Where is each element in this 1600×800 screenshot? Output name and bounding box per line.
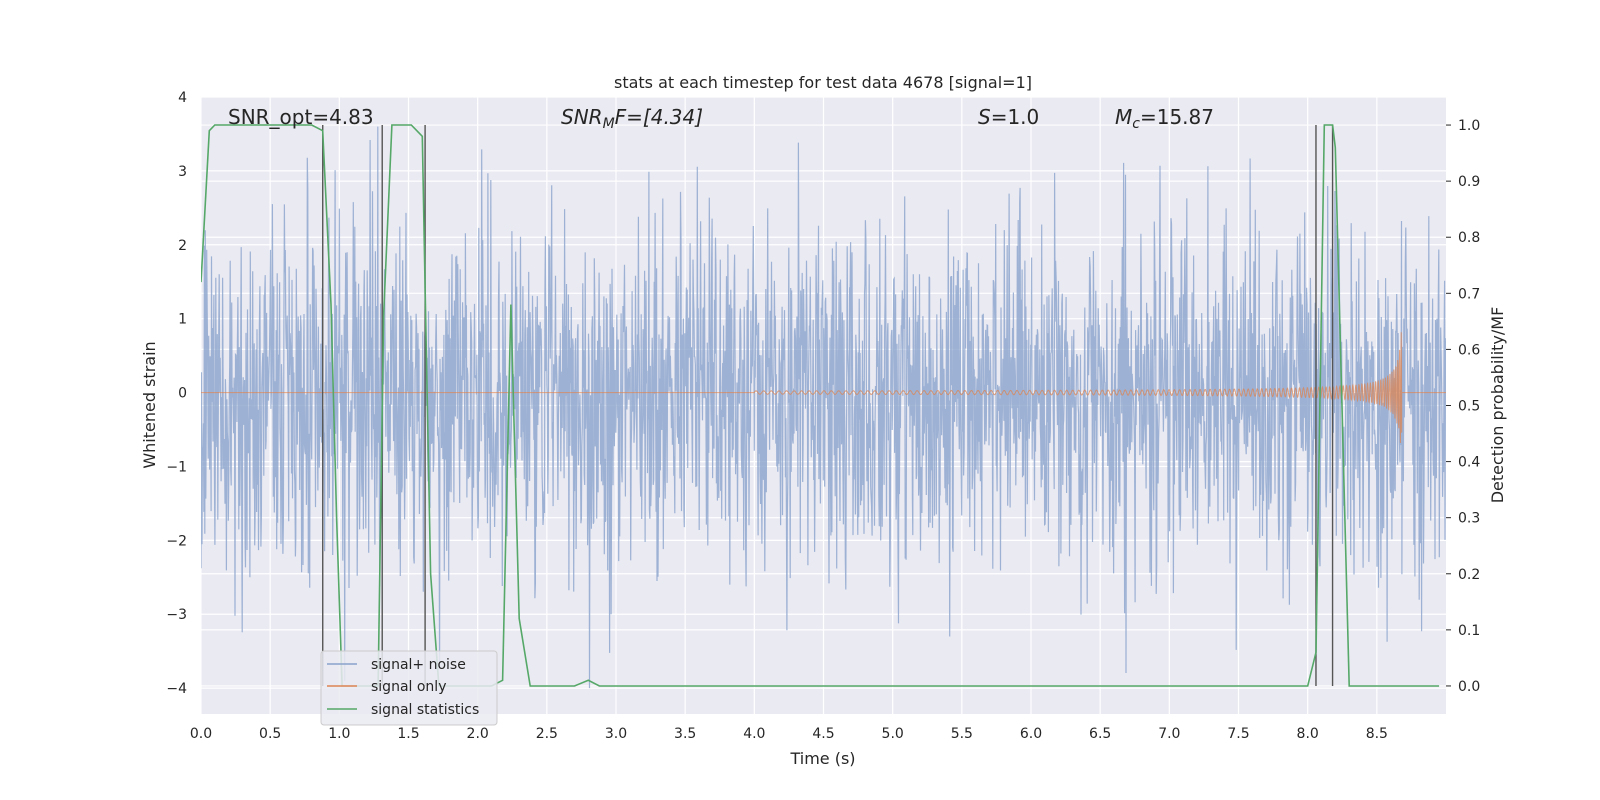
x-tick-label: 1.5 [397, 726, 419, 742]
legend: signal+ noise signal only signal statist… [320, 650, 498, 726]
y2-tick-label: 0.4 [1458, 455, 1480, 471]
x-tick-label: 7.5 [1227, 726, 1249, 742]
x-tick-label: 3.0 [605, 726, 627, 742]
x-tick-label: 5.5 [951, 726, 973, 742]
y-tick-label: 4 [178, 90, 187, 106]
x-tick-label: 4.0 [743, 726, 765, 742]
y-tick-label: −1 [166, 459, 187, 475]
x-tick-label: 1.0 [328, 726, 350, 742]
legend-label-signal-only: signal only [371, 679, 446, 695]
y-tick-label: 0 [178, 386, 187, 402]
y2-tick-label: 0.0 [1458, 679, 1480, 695]
y-axis-label: Whitened strain [140, 341, 159, 468]
x-tick-label: 8.5 [1366, 726, 1388, 742]
y2-axis-label: Detection probability/MF [1488, 307, 1507, 504]
annotation-s: S=1.0 [978, 105, 1039, 129]
x-tick-label: 2.0 [467, 726, 489, 742]
y2-tick-labels: 0.0 0.1 0.2 0.3 0.4 0.5 0.6 0.7 0.8 0.9 1.0 [1458, 118, 1480, 695]
x-axis-label: Time (s) [789, 749, 855, 768]
legend-label-signal-plus-noise: signal+ noise [371, 657, 466, 673]
annotation-snr-mf: SNRMF=[4.34] [561, 105, 703, 132]
y-tick-label: 2 [178, 238, 187, 254]
x-tick-label: 0.5 [259, 726, 281, 742]
x-tick-label: 6.5 [1089, 726, 1111, 742]
legend-label-signal-statistics: signal statistics [371, 702, 479, 718]
y2-tick-label: 0.7 [1458, 286, 1480, 302]
series-signal-plus-noise [201, 126, 1446, 689]
y2-tick-label: 0.8 [1458, 230, 1480, 246]
x-tick-label: 5.0 [882, 726, 904, 742]
legend-box [320, 650, 498, 726]
y2-tick-label: 0.1 [1458, 623, 1480, 639]
y-tick-label: −2 [166, 533, 187, 549]
y-tick-label: −4 [166, 681, 187, 697]
annotation-mc: Mc=15.87 [1115, 105, 1214, 132]
x-tick-label: 8.0 [1297, 726, 1319, 742]
y2-tick-label: 0.6 [1458, 342, 1480, 358]
y2-tick-label: 0.5 [1458, 399, 1480, 415]
x-tick-label: 3.5 [674, 726, 696, 742]
x-tick-label: 4.5 [812, 726, 834, 742]
y-tick-labels: −4 −3 −2 −1 0 1 2 3 4 [166, 90, 187, 697]
y2-tick-label: 0.9 [1458, 174, 1480, 190]
y-tick-label: −3 [166, 607, 187, 623]
y-tick-label: 3 [178, 164, 187, 180]
x-tick-label: 6.0 [1020, 726, 1042, 742]
y2-tick-label: 0.3 [1458, 511, 1480, 527]
series-signal-only [201, 332, 1446, 444]
x-tick-labels: 0.0 0.5 1.0 1.5 2.0 2.5 3.0 3.5 4.0 4.5 5.0 5.5 6.0 6… [190, 726, 1388, 742]
x-tick-label: 2.5 [536, 726, 558, 742]
x-tick-label: 0.0 [190, 726, 212, 742]
x-tick-label: 7.0 [1158, 726, 1180, 742]
chart-title: stats at each timestep for test data 467… [614, 73, 1032, 92]
y2-tick-label: 1.0 [1458, 118, 1480, 134]
annotation-snr-opt: SNR_opt=4.83 [228, 105, 374, 129]
y-tick-label: 1 [178, 312, 187, 328]
y2-tick-label: 0.2 [1458, 567, 1480, 583]
